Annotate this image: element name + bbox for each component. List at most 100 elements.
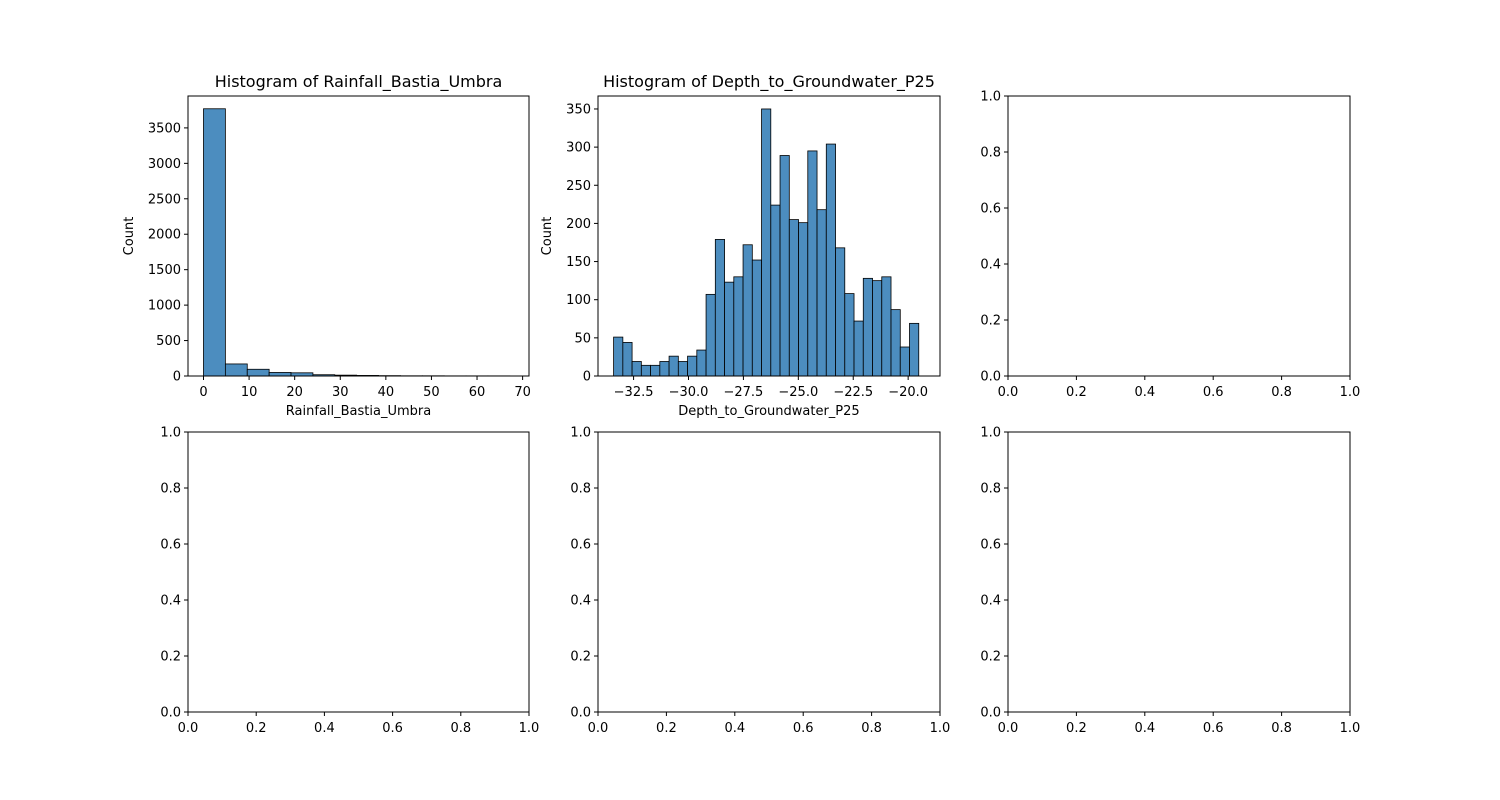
y-tick-label: 250 xyxy=(566,179,591,194)
y-tick-label: 2500 xyxy=(148,192,181,207)
x-tick-label: 0.0 xyxy=(998,721,1019,736)
x-tick-label: −25.0 xyxy=(778,385,818,400)
histogram-bar xyxy=(909,322,920,377)
x-tick-label: −20.0 xyxy=(888,385,928,400)
y-tick-label: 0.2 xyxy=(160,650,181,665)
y-tick-label: 200 xyxy=(566,217,591,232)
subplot-title: Histogram of Rainfall_Bastia_Umbra xyxy=(215,72,503,92)
plot-area xyxy=(188,96,529,376)
y-axis-label: Count xyxy=(540,217,555,256)
histogram-bar xyxy=(770,204,781,377)
x-tick-label: 0.2 xyxy=(246,721,267,736)
histogram-bar xyxy=(668,355,679,377)
x-tick-label: 1.0 xyxy=(1340,385,1361,400)
y-tick-label: 0.0 xyxy=(570,706,591,721)
y-tick-label: 1.0 xyxy=(570,426,591,441)
axes-frame xyxy=(1007,95,1351,377)
y-tick-label: 0.8 xyxy=(570,482,591,497)
y-tick-label: 50 xyxy=(574,331,591,346)
y-tick-label: 100 xyxy=(566,293,591,308)
histogram-bar xyxy=(825,143,836,377)
y-tick-label: 0.4 xyxy=(980,258,1001,273)
x-tick-label: 30 xyxy=(332,385,349,400)
y-tick-label: 0.4 xyxy=(570,594,591,609)
y-tick-label: 500 xyxy=(156,334,181,349)
axes-frame xyxy=(187,431,530,713)
axes-frame xyxy=(187,95,530,377)
y-tick-label: 0 xyxy=(173,370,181,385)
y-tick-label: 0.8 xyxy=(160,482,181,497)
histogram-bar xyxy=(677,361,688,377)
x-tick-label: 0.8 xyxy=(450,721,471,736)
histogram-bar xyxy=(881,276,892,377)
axes-frame xyxy=(597,431,941,713)
histogram-bar xyxy=(761,108,772,377)
y-tick-label: 1500 xyxy=(148,263,181,278)
subplot-6: 0.0 0.2 0.4 0.6 0.8 1.0 0.0 0.2 0.4 0.6 0.8 1.0 xyxy=(980,426,1360,737)
x-tick-label: 0.6 xyxy=(1203,385,1224,400)
x-tick-label: 0.2 xyxy=(1066,721,1087,736)
histogram-bar xyxy=(203,108,226,377)
x-tick-label: 0.2 xyxy=(1066,385,1087,400)
subplot-2: −32.5 −30.0 −27.5 −25.0 −22.5 −20.0 0 50 100 150 2… xyxy=(540,72,941,419)
y-tick-label: 350 xyxy=(566,102,591,117)
subplot-title: Histogram of Depth_to_Groundwater_P25 xyxy=(603,72,935,92)
histogram-bar xyxy=(751,259,762,377)
y-tick-label: 0.6 xyxy=(980,538,1001,553)
x-tick-label: 0.8 xyxy=(861,721,882,736)
y-tick-label: 0.0 xyxy=(980,706,1001,721)
y-tick-label: 0.0 xyxy=(160,706,181,721)
histogram-bar xyxy=(622,342,633,377)
histogram-bar xyxy=(807,150,818,377)
y-tick-label: 1.0 xyxy=(980,90,1001,105)
x-tick-label: 70 xyxy=(514,385,531,400)
y-tick-label: 300 xyxy=(566,141,591,156)
x-tick-label: 0.4 xyxy=(1134,721,1155,736)
histogram-bar xyxy=(705,293,716,377)
y-tick-label: 1000 xyxy=(148,299,181,314)
histogram-bar xyxy=(862,277,873,377)
y-tick-label: 2000 xyxy=(148,228,181,243)
subplot-5: 0.0 0.2 0.4 0.6 0.8 1.0 0.0 0.2 0.4 0.6 0.8 1.0 xyxy=(570,426,950,737)
histogram-bar xyxy=(659,361,670,377)
x-axis-label: Depth_to_Groundwater_P25 xyxy=(678,404,859,419)
histogram-bar xyxy=(742,244,753,377)
plot-area xyxy=(598,432,940,712)
x-tick-label: −30.0 xyxy=(669,385,709,400)
x-tick-label: −32.5 xyxy=(614,385,654,400)
x-tick-label: 10 xyxy=(241,385,258,400)
y-tick-label: 3500 xyxy=(148,121,181,136)
x-tick-label: 60 xyxy=(469,385,486,400)
x-tick-label: 0.6 xyxy=(382,721,403,736)
histogram-bar xyxy=(724,281,735,377)
y-tick-label: 0.2 xyxy=(570,650,591,665)
axes-frame xyxy=(597,95,941,377)
y-tick-label: 0.2 xyxy=(980,650,1001,665)
plot-area xyxy=(188,432,529,712)
y-tick-label: 0.6 xyxy=(980,202,1001,217)
y-tick-label: 1.0 xyxy=(980,426,1001,441)
y-tick-label: 0.2 xyxy=(980,314,1001,329)
x-tick-label: 0.6 xyxy=(793,721,814,736)
histogram-bar xyxy=(853,320,864,377)
y-tick-label: 0.6 xyxy=(160,538,181,553)
x-tick-label: 0.2 xyxy=(656,721,677,736)
x-tick-label: 0.0 xyxy=(178,721,199,736)
x-tick-label: 0.4 xyxy=(1134,385,1155,400)
histogram-bar xyxy=(687,355,698,377)
y-tick-label: 150 xyxy=(566,255,591,270)
x-axis-label: Rainfall_Bastia_Umbra xyxy=(286,404,431,419)
histogram-bar xyxy=(844,293,855,377)
y-tick-label: 0.8 xyxy=(980,146,1001,161)
y-tick-label: 0 xyxy=(583,370,591,385)
histogram-bar xyxy=(613,336,624,377)
x-tick-label: 20 xyxy=(286,385,303,400)
y-tick-label: 0.6 xyxy=(570,538,591,553)
histogram-bar xyxy=(890,309,901,377)
x-tick-label: 0.6 xyxy=(1203,721,1224,736)
histogram-bar xyxy=(788,219,799,377)
histogram-bar xyxy=(779,155,790,377)
x-tick-label: −27.5 xyxy=(723,385,763,400)
y-axis-label: Count xyxy=(122,217,137,256)
